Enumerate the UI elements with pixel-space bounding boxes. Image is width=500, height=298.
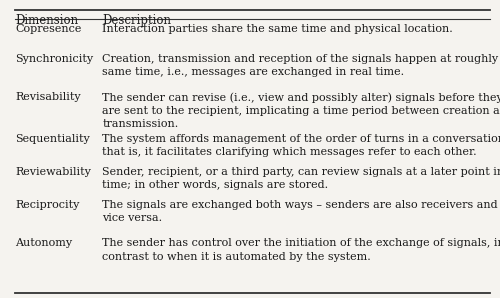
Text: Reciprocity: Reciprocity xyxy=(15,200,80,210)
Text: Copresence: Copresence xyxy=(15,24,82,34)
Text: Interaction parties share the same time and physical location.: Interaction parties share the same time … xyxy=(102,24,453,34)
Text: Dimension: Dimension xyxy=(15,14,78,27)
Text: The signals are exchanged both ways – senders are also receivers and
vice versa.: The signals are exchanged both ways – se… xyxy=(102,200,498,223)
Text: Sender, recipient, or a third party, can review signals at a later point in
time: Sender, recipient, or a third party, can… xyxy=(102,167,500,190)
Text: Autonomy: Autonomy xyxy=(15,238,72,249)
Text: Creation, transmission and reception of the signals happen at roughly the
same t: Creation, transmission and reception of … xyxy=(102,54,500,77)
Text: The sender has control over the initiation of the exchange of signals, in
contra: The sender has control over the initiati… xyxy=(102,238,500,262)
Text: Revisability: Revisability xyxy=(15,92,80,103)
Text: Synchronicity: Synchronicity xyxy=(15,54,93,64)
Text: Description: Description xyxy=(102,14,172,27)
Text: The sender can revise (i.e., view and possibly alter) signals before they
are se: The sender can revise (i.e., view and po… xyxy=(102,92,500,129)
Text: Sequentiality: Sequentiality xyxy=(15,134,90,144)
Text: The system affords management of the order of turns in a conversation,
that is, : The system affords management of the ord… xyxy=(102,134,500,157)
Text: Reviewability: Reviewability xyxy=(15,167,91,177)
